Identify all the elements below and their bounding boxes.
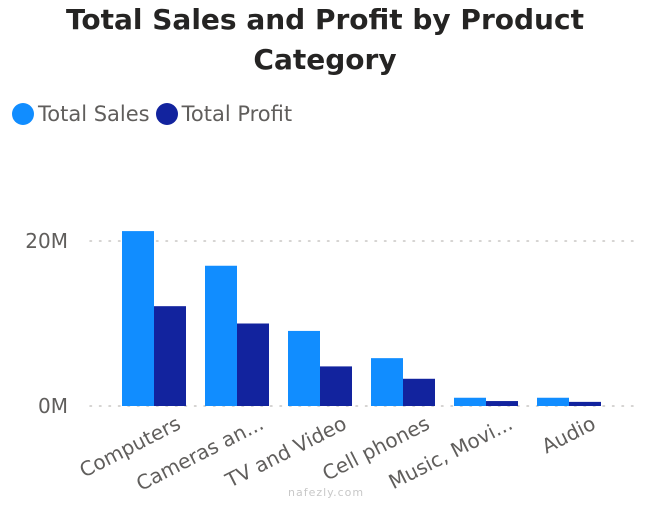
legend-label-total-profit: Total Profit: [181, 102, 293, 126]
chart-title: Total Sales and Profit by Product Catego…: [0, 0, 650, 80]
bar-profit-0: [154, 306, 186, 406]
chart-legend: Total Sales Total Profit: [12, 100, 298, 128]
y-tick-label-0: 0M: [38, 394, 68, 418]
legend-marker-total-sales: [12, 103, 34, 125]
bar-profit-5: [569, 401, 601, 406]
bar-sales-3: [371, 358, 403, 406]
bar-profit-2: [320, 366, 352, 406]
legend-label-total-sales: Total Sales: [38, 102, 150, 126]
bar-profit-1: [237, 323, 269, 406]
bar-sales-5: [537, 397, 569, 406]
bar-sales-1: [205, 265, 237, 406]
bar-sales-2: [288, 330, 320, 406]
legend-marker-total-profit: [155, 103, 178, 125]
bar-profit-4: [486, 401, 518, 406]
x-tick-label-5: Audio: [538, 411, 600, 458]
chart-title-line-1: Total Sales and Profit by Product: [66, 3, 584, 36]
bar-sales-0: [122, 231, 154, 406]
bar-profit-3: [403, 378, 435, 406]
y-tick-label-1: 20M: [25, 229, 68, 253]
watermark: nafezly.com: [288, 486, 365, 499]
bar-sales-4: [454, 397, 486, 406]
legend-item-total-sales[interactable]: Total Sales: [12, 102, 150, 126]
chart-title-line-2: Category: [253, 43, 397, 76]
legend-item-total-profit[interactable]: Total Profit: [155, 102, 293, 126]
